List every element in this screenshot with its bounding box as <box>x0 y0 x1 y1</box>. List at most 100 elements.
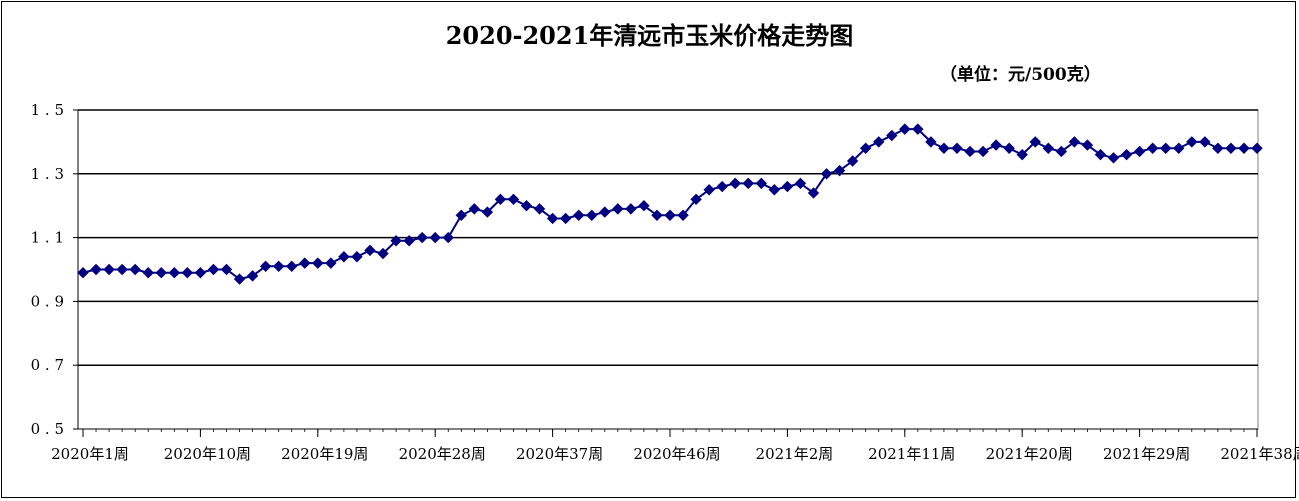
data-point <box>820 168 833 180</box>
x-tick-label: 2021年20周 <box>986 445 1073 463</box>
data-point <box>1107 152 1120 164</box>
data-point <box>181 266 194 279</box>
y-tick-label: 0 . 7 <box>31 356 64 374</box>
data-point <box>677 209 689 221</box>
data-point <box>1199 136 1211 148</box>
data-point <box>873 136 885 148</box>
data-point <box>651 209 663 221</box>
data-point <box>938 142 950 154</box>
data-point <box>951 142 963 154</box>
x-tick-label: 2020年19周 <box>281 445 368 463</box>
data-point <box>429 231 441 244</box>
data-point <box>1042 142 1054 154</box>
data-point <box>1003 142 1015 154</box>
data-point <box>1016 148 1028 161</box>
data-point <box>1094 148 1107 161</box>
data-point <box>1055 145 1068 158</box>
data-point <box>312 257 324 269</box>
data-point <box>846 155 859 167</box>
data-point <box>1225 142 1237 154</box>
data-point <box>103 263 115 276</box>
data-point <box>716 180 728 193</box>
unit-note: （单位：元/500克） <box>940 65 1101 85</box>
data-point <box>755 177 768 190</box>
data-point <box>833 164 846 177</box>
data-point <box>390 235 402 247</box>
data-point <box>925 136 937 148</box>
data-point <box>690 193 702 206</box>
data-point <box>859 142 872 154</box>
y-tick-label: 0 . 5 <box>31 420 64 438</box>
data-point <box>1251 142 1263 154</box>
data-point <box>977 145 989 158</box>
data-point <box>364 244 376 257</box>
x-tick-label: 2021年2周 <box>756 445 834 463</box>
data-point <box>638 199 650 212</box>
x-tick-label: 2020年10周 <box>164 445 251 463</box>
data-point <box>1212 142 1224 154</box>
y-tick-label: 1 . 1 <box>31 229 64 247</box>
data-point <box>286 260 298 273</box>
data-point <box>194 266 207 279</box>
y-tick-label: 0 . 9 <box>31 292 64 310</box>
data-point <box>1133 145 1146 158</box>
x-tick-label: 2020年46周 <box>633 445 720 463</box>
data-point <box>442 231 454 244</box>
x-tick-label: 2021年38周 <box>1220 445 1299 463</box>
data-point <box>468 203 481 215</box>
data-point <box>1029 136 1041 148</box>
data-point <box>794 177 807 190</box>
data-point <box>586 209 598 221</box>
data-point <box>338 251 350 263</box>
data-point <box>299 257 311 269</box>
x-tick-label: 2020年1周 <box>51 445 129 463</box>
data-point <box>781 180 794 193</box>
data-point <box>964 145 976 158</box>
data-point <box>572 209 585 221</box>
y-tick-label: 1 . 3 <box>31 165 64 183</box>
x-tick-label: 2021年29周 <box>1103 445 1190 463</box>
data-point <box>807 187 820 199</box>
data-point <box>546 212 559 225</box>
data-point <box>599 206 611 218</box>
data-point <box>116 263 128 276</box>
data-point <box>990 139 1002 151</box>
data-point <box>377 247 389 260</box>
data-point <box>246 270 259 282</box>
data-point <box>1238 142 1250 154</box>
data-point <box>494 193 507 206</box>
data-point <box>912 123 924 135</box>
data-point <box>1068 136 1081 148</box>
data-point <box>1081 139 1094 151</box>
data-point <box>168 266 181 279</box>
data-point <box>129 263 141 276</box>
data-point <box>742 177 754 190</box>
data-point <box>664 209 676 221</box>
data-point <box>142 266 154 279</box>
data-point <box>899 123 911 135</box>
data-point <box>559 212 572 225</box>
data-point <box>625 203 637 215</box>
data-point <box>325 257 337 269</box>
x-tick-label: 2020年37周 <box>516 445 603 463</box>
data-point <box>481 206 494 218</box>
data-point <box>155 266 167 279</box>
data-point <box>77 266 89 279</box>
data-point <box>612 203 624 215</box>
data-point <box>220 263 233 276</box>
chart-title: 2020-2021年清远市玉米价格走势图 <box>445 21 854 50</box>
data-point <box>207 263 220 276</box>
data-point <box>259 260 272 273</box>
data-point <box>1120 148 1133 161</box>
data-point <box>729 177 741 190</box>
y-tick-label: 1 . 5 <box>31 101 64 119</box>
data-point <box>233 273 246 285</box>
data-point <box>768 184 781 196</box>
data-point <box>703 184 715 196</box>
data-point <box>90 263 102 276</box>
data-point <box>520 199 533 212</box>
data-point <box>507 193 520 206</box>
data-point <box>1173 142 1185 154</box>
